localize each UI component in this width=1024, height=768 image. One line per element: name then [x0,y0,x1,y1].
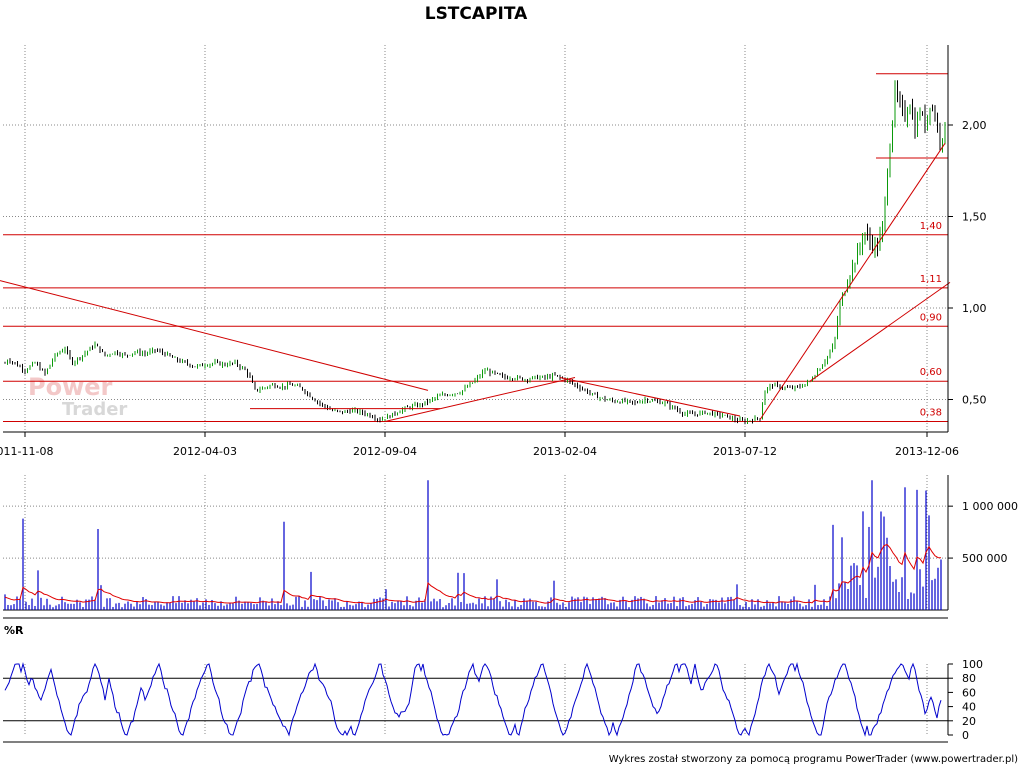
trend-line [0,280,429,391]
wr-y-tick-label: 40 [962,701,976,714]
trend-line [809,281,951,382]
wr-y-tick-label: 60 [962,686,976,699]
williams-r-label: %R [4,624,24,637]
price-x-tick-label: 2013-12-06 [895,445,959,458]
price-x-tick-label: 2013-02-04 [533,445,597,458]
footer-credit: Wykres został stworzony za pomocą progra… [609,754,1018,765]
wr-y-tick-label: 20 [962,715,976,728]
trend-lines [0,73,951,422]
trend-line [559,377,741,417]
price-x-tick-label: 2012-09-04 [353,445,417,458]
powertrader-watermark: Power Trader [28,373,127,420]
price-candles [4,80,946,425]
price-x-tick-label: 011-11-08 [0,445,53,458]
price-y-tick-label: 2,00 [962,119,987,132]
wr-y-tick-label: 0 [962,729,969,742]
level-label: 0,38 [920,407,942,418]
watermark-line2: Trader [62,399,127,420]
chart-title: LSTCAPITA [425,4,528,24]
level-label: 1,40 [920,221,942,232]
trend-line [759,143,946,420]
volume-average-line [4,543,942,604]
wr-y-tick-label: 80 [962,672,976,685]
price-x-tick-label: 2013-07-12 [713,445,777,458]
price-level-lines: 1,40 1,11 0,90 0,60 0,38 [3,221,948,422]
watermark-line1: Power [28,373,113,401]
price-y-tick-label: 1,00 [962,302,987,315]
level-label: 0,60 [920,367,942,378]
price-x-tick-label: 2012-04-03 [173,445,237,458]
price-y-tick-label: 1,50 [962,211,987,224]
wr-line [4,662,942,737]
volume-y-tick-label: 1 000 000 [962,500,1018,513]
price-axes: 2,00 1,50 1,00 0,50 011-11-08 2012-04-03 2012-… [0,45,987,458]
price-y-tick-label: 0,50 [962,394,987,407]
level-label: 1,11 [920,274,942,285]
volume-y-tick-label: 500 000 [962,552,1008,565]
level-label: 0,90 [920,312,942,323]
wr-y-tick-label: 100 [962,658,983,671]
trend-line [384,377,576,422]
volume-panel: 1 000 000 500 000 [3,475,1018,619]
